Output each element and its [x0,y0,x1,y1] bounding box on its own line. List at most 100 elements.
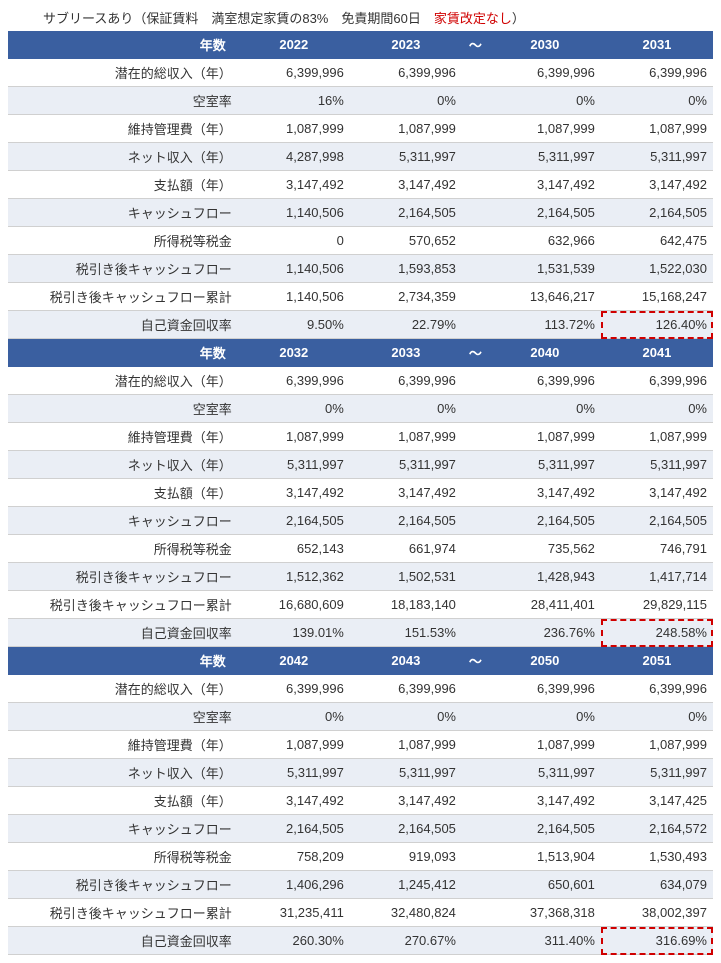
value-cell: 0% [489,703,601,731]
row-label: キャッシュフロー [8,199,238,227]
row-label: ネット収入（年） [8,143,238,171]
spacer-cell [462,311,489,339]
value-cell: 0% [601,87,713,115]
value-cell: 0% [601,395,713,423]
spacer-cell [462,843,489,871]
spacer-cell [462,535,489,563]
value-cell: 3,147,492 [489,787,601,815]
value-cell: 632,966 [489,227,601,255]
value-cell: 6,399,996 [350,367,462,395]
table-row: 支払額（年）3,147,4923,147,4923,147,4923,147,4… [8,479,713,507]
value-cell: 3,147,492 [238,479,350,507]
row-label: 税引き後キャッシュフロー [8,255,238,283]
value-cell: 2,164,505 [350,199,462,227]
year-cell: 2042 [238,647,350,675]
year-cell: 2050 [489,647,601,675]
value-cell: 758,209 [238,843,350,871]
row-label: 自己資金回収率 [8,619,238,647]
year-cell: 2022 [238,31,350,59]
value-cell: 1,531,539 [489,255,601,283]
row-label: 所得税等税金 [8,227,238,255]
table-row: 税引き後キャッシュフロー1,512,3621,502,5311,428,9431… [8,563,713,591]
value-cell: 2,164,505 [601,199,713,227]
value-cell: 139.01% [238,619,350,647]
spacer-cell [462,395,489,423]
value-cell: 3,147,425 [601,787,713,815]
table-row: ネット収入（年）4,287,9985,311,9975,311,9975,311… [8,143,713,171]
table-row: 潜在的総収入（年）6,399,9966,399,9966,399,9966,39… [8,675,713,703]
value-cell: 126.40% [601,311,713,339]
value-cell: 3,147,492 [489,171,601,199]
value-cell: 2,734,359 [350,283,462,311]
value-cell: 4,287,998 [238,143,350,171]
value-cell: 6,399,996 [601,367,713,395]
value-cell: 1,140,506 [238,283,350,311]
value-cell: 38,002,397 [601,899,713,927]
row-label: 潜在的総収入（年） [8,675,238,703]
spacer-cell [462,479,489,507]
spacer-cell [462,451,489,479]
value-cell: 37,368,318 [489,899,601,927]
value-cell: 1,087,999 [601,115,713,143]
year-header-row: 年数20322033〜20402041 [8,339,713,367]
value-cell: 1,087,999 [489,423,601,451]
value-cell: 2,164,505 [601,507,713,535]
table-row: 所得税等税金652,143661,974735,562746,791 [8,535,713,563]
value-cell: 2,164,505 [238,815,350,843]
value-cell: 3,147,492 [238,171,350,199]
spacer-cell [462,927,489,955]
table-row: ネット収入（年）5,311,9975,311,9975,311,9975,311… [8,451,713,479]
value-cell: 1,406,296 [238,871,350,899]
value-cell: 5,311,997 [601,143,713,171]
value-cell: 1,087,999 [350,423,462,451]
value-cell: 2,164,505 [489,815,601,843]
table-row: 潜在的総収入（年）6,399,9966,399,9966,399,9966,39… [8,367,713,395]
value-cell: 151.53% [350,619,462,647]
value-cell: 1,593,853 [350,255,462,283]
value-cell: 5,311,997 [238,451,350,479]
value-cell: 1,245,412 [350,871,462,899]
value-cell: 16% [238,87,350,115]
value-cell: 248.58% [601,619,713,647]
value-cell: 919,093 [350,843,462,871]
value-cell: 1,087,999 [238,115,350,143]
value-cell: 311.40% [489,927,601,955]
value-cell: 6,399,996 [601,59,713,87]
value-cell: 0% [489,395,601,423]
value-cell: 6,399,996 [350,59,462,87]
value-cell: 1,428,943 [489,563,601,591]
spacer-cell [462,591,489,619]
value-cell: 1,087,999 [350,115,462,143]
row-label: 空室率 [8,395,238,423]
table-row: 支払額（年）3,147,4923,147,4923,147,4923,147,4… [8,787,713,815]
value-cell: 661,974 [350,535,462,563]
value-cell: 6,399,996 [238,367,350,395]
value-cell: 270.67% [350,927,462,955]
row-label: キャッシュフロー [8,507,238,535]
spacer-cell [462,787,489,815]
table-row: 維持管理費（年）1,087,9991,087,9991,087,9991,087… [8,731,713,759]
table-row: 税引き後キャッシュフロー累計31,235,41132,480,82437,368… [8,899,713,927]
year-header-row: 年数20422043〜20502051 [8,647,713,675]
value-cell: 1,087,999 [489,115,601,143]
spacer-cell [462,815,489,843]
value-cell: 6,399,996 [238,59,350,87]
spacer-cell [462,115,489,143]
value-cell: 1,140,506 [238,255,350,283]
year-cell: 2030 [489,31,601,59]
tilde-cell: 〜 [462,339,489,367]
value-cell: 5,311,997 [489,759,601,787]
value-cell: 0% [238,703,350,731]
spacer-cell [462,255,489,283]
value-cell: 1,512,362 [238,563,350,591]
value-cell: 735,562 [489,535,601,563]
spacer-cell [462,871,489,899]
spacer-cell [462,899,489,927]
table-row: 維持管理費（年）1,087,9991,087,9991,087,9991,087… [8,115,713,143]
row-label: 所得税等税金 [8,843,238,871]
value-cell: 2,164,505 [489,507,601,535]
value-cell: 16,680,609 [238,591,350,619]
value-cell: 652,143 [238,535,350,563]
row-label: 所得税等税金 [8,535,238,563]
row-label: 税引き後キャッシュフロー [8,871,238,899]
